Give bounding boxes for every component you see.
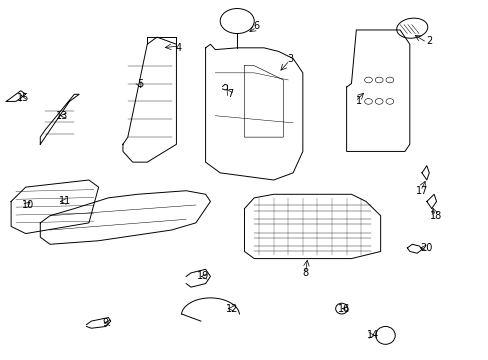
- Text: 7: 7: [226, 89, 233, 99]
- Text: 2: 2: [425, 36, 431, 46]
- Text: 16: 16: [337, 303, 349, 314]
- Text: 17: 17: [415, 186, 427, 196]
- Text: 19: 19: [197, 271, 209, 282]
- Text: 15: 15: [17, 93, 29, 103]
- Text: 20: 20: [420, 243, 432, 253]
- Text: 3: 3: [287, 54, 293, 64]
- Text: 14: 14: [366, 330, 379, 341]
- Text: 5: 5: [137, 78, 143, 89]
- Text: 18: 18: [429, 211, 442, 221]
- Text: 10: 10: [22, 200, 34, 210]
- Text: 4: 4: [176, 43, 182, 53]
- Text: 11: 11: [59, 197, 71, 206]
- Text: 13: 13: [56, 111, 68, 121]
- Text: 9: 9: [102, 318, 109, 328]
- Text: 8: 8: [302, 268, 308, 278]
- Text: 12: 12: [225, 303, 238, 314]
- Text: 6: 6: [253, 21, 259, 31]
- Text: 1: 1: [355, 96, 361, 107]
